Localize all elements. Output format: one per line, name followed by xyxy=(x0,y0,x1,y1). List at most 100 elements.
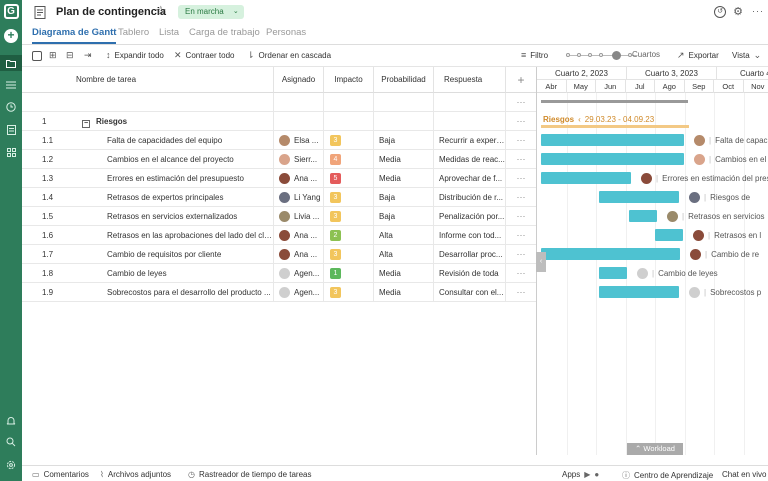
column-header-response[interactable]: Respuesta xyxy=(434,67,506,93)
response-value[interactable]: Consultar con el... xyxy=(434,283,506,302)
task-name[interactable]: Retrasos de expertos principales xyxy=(107,193,224,202)
probability-value[interactable]: Alta xyxy=(374,226,434,245)
list-icon[interactable] xyxy=(0,77,22,93)
task-gantt-bar[interactable] xyxy=(541,153,684,165)
row-menu-icon[interactable]: ··· xyxy=(516,192,526,202)
row-menu-icon[interactable]: ··· xyxy=(516,97,526,107)
probability-value[interactable]: Media xyxy=(374,283,434,302)
tab-list[interactable]: Lista xyxy=(159,27,180,38)
expand-all-button[interactable]: ↕ Expandir todo xyxy=(106,50,164,60)
probability-value[interactable]: Media xyxy=(374,150,434,169)
column-header-name[interactable]: Nombre de tarea xyxy=(22,67,274,93)
clock-icon[interactable] xyxy=(0,99,22,115)
task-gantt-bar[interactable] xyxy=(541,172,631,184)
more-options-icon[interactable]: ··· xyxy=(752,6,764,16)
workload-toggle[interactable]: ⌃ Workload xyxy=(627,443,683,455)
indent-icon[interactable]: ⇥ xyxy=(84,50,92,60)
column-header-impact[interactable]: Impacto xyxy=(324,67,374,93)
tab-workload[interactable]: Carga de trabajo xyxy=(189,27,260,38)
probability-value[interactable]: Alta xyxy=(374,245,434,264)
probability-value[interactable]: Baja xyxy=(374,207,434,226)
task-name[interactable]: Cambios en el alcance del proyecto xyxy=(107,155,234,164)
status-dropdown[interactable]: En marcha ⌄ xyxy=(178,5,244,19)
row-menu-icon[interactable]: ··· xyxy=(516,173,526,183)
add-task-icon[interactable]: ⊞ xyxy=(49,50,57,60)
task-gantt-bar[interactable] xyxy=(629,210,657,222)
learning-center-button[interactable]: ⓘ Centro de Aprendizaje xyxy=(622,471,714,480)
document-icon[interactable] xyxy=(0,122,22,138)
probability-value[interactable]: Media xyxy=(374,264,434,283)
task-row[interactable]: 1.4 Retrasos de expertos principales Li … xyxy=(22,188,536,207)
row-menu-icon[interactable]: ··· xyxy=(516,211,526,221)
projects-folder-icon[interactable] xyxy=(0,55,22,71)
zoom-slider[interactable] xyxy=(566,51,636,60)
task-name[interactable]: Falta de capacidades del equipo xyxy=(107,136,223,145)
row-menu-icon[interactable]: ··· xyxy=(516,287,526,297)
probability-value[interactable]: Baja xyxy=(374,131,434,150)
task-name[interactable]: Sobrecostos para el desarrollo del produ… xyxy=(107,288,271,297)
row-menu-icon[interactable]: ··· xyxy=(516,230,526,240)
response-value[interactable]: Penalización por... xyxy=(434,207,506,226)
project-summary-bar[interactable] xyxy=(541,100,688,103)
search-icon[interactable] xyxy=(0,434,22,450)
task-row[interactable]: 1.6 Retrasos en las aprobaciones del lad… xyxy=(22,226,536,245)
zoom-slider-knob[interactable] xyxy=(612,51,621,60)
task-gantt-bar[interactable] xyxy=(541,134,684,146)
collapse-all-button[interactable]: ✕ Contraer todo xyxy=(174,50,235,60)
probability-value[interactable]: Media xyxy=(374,169,434,188)
project-title[interactable]: Plan de contingencia xyxy=(56,6,167,18)
ganttpro-logo[interactable]: G xyxy=(0,2,22,20)
history-icon[interactable]: ↺ xyxy=(714,6,726,18)
tab-gantt[interactable]: Diagrama de Gantt xyxy=(32,27,117,44)
gear-icon[interactable]: ⚙ xyxy=(733,6,743,18)
row-menu-icon[interactable]: ··· xyxy=(516,154,526,164)
task-gantt-bar[interactable] xyxy=(541,248,680,260)
create-plus-icon[interactable]: + xyxy=(0,28,22,44)
task-name[interactable]: Cambio de leyes xyxy=(107,269,167,278)
task-name[interactable]: Errores en estimación del presupuesto xyxy=(107,174,244,183)
filter-button[interactable]: ≡ Filtro xyxy=(521,50,549,60)
column-header-probability[interactable]: Probabilidad xyxy=(374,67,434,93)
response-value[interactable]: Aprovechar de f... xyxy=(434,169,506,188)
time-tracker-button[interactable]: ◷ Rastreador de tiempo de tareas xyxy=(188,470,312,479)
select-checkbox-icon[interactable] xyxy=(32,51,42,61)
row-menu-icon[interactable]: ··· xyxy=(516,249,526,259)
apps-button[interactable]: Apps ▶ ● xyxy=(562,470,600,479)
task-name[interactable]: Cambio de requisitos por cliente xyxy=(107,250,222,259)
grid-collapse-handle[interactable]: ‹ xyxy=(536,252,546,272)
export-button[interactable]: ↗ Exportar xyxy=(677,50,719,60)
tab-people[interactable]: Personas xyxy=(266,27,307,38)
favorite-star-icon[interactable]: ☆ xyxy=(155,3,167,18)
task-gantt-bar[interactable] xyxy=(655,229,683,241)
task-row[interactable]: 1.5 Retrasos en servicios externalizados… xyxy=(22,207,536,226)
add-column-plus-icon[interactable]: + xyxy=(506,67,536,93)
response-value[interactable]: Desarrollar proc... xyxy=(434,245,506,264)
group-row[interactable]: 1 − Riesgos ··· xyxy=(22,112,536,131)
view-dropdown[interactable]: Vista ⌄ xyxy=(732,50,762,60)
comments-button[interactable]: ▭ Comentarios xyxy=(32,470,89,479)
row-menu-icon[interactable]: ··· xyxy=(516,135,526,145)
task-gantt-bar[interactable] xyxy=(599,191,679,203)
task-gantt-bar[interactable] xyxy=(599,267,627,279)
probability-value[interactable]: Baja xyxy=(374,188,434,207)
tab-board[interactable]: Tablero xyxy=(118,27,150,38)
response-value[interactable]: Distribución de r... xyxy=(434,188,506,207)
task-row[interactable]: 1.3 Errores en estimación del presupuest… xyxy=(22,169,536,188)
response-value[interactable]: Informe con tod... xyxy=(434,226,506,245)
attachments-button[interactable]: ⌇ Archivos adjuntos xyxy=(100,470,172,479)
row-menu-icon[interactable]: ··· xyxy=(516,116,526,126)
task-row[interactable]: 1.7 Cambio de requisitos por cliente Ana… xyxy=(22,245,536,264)
notifications-bell-icon[interactable] xyxy=(0,413,22,429)
task-row[interactable]: 1.1 Falta de capacidades del equipo Elsa… xyxy=(22,131,536,150)
column-header-assigned[interactable]: Asignado xyxy=(274,67,324,93)
apps-grid-icon[interactable] xyxy=(0,144,22,160)
response-value[interactable]: Revisión de toda xyxy=(434,264,506,283)
task-gantt-bar[interactable] xyxy=(599,286,679,298)
task-name[interactable]: Retrasos en servicios externalizados xyxy=(107,212,238,221)
task-row[interactable]: 1.2 Cambios en el alcance del proyecto S… xyxy=(22,150,536,169)
group-gantt-bar[interactable] xyxy=(541,125,689,128)
settings-gear-icon[interactable] xyxy=(0,457,22,473)
hierarchy-icon[interactable]: ⊟ xyxy=(66,50,74,60)
task-name[interactable]: Retrasos en las aprobaciones del lado de… xyxy=(107,231,272,240)
live-chat-button[interactable]: Chat en vivo xyxy=(722,470,767,479)
